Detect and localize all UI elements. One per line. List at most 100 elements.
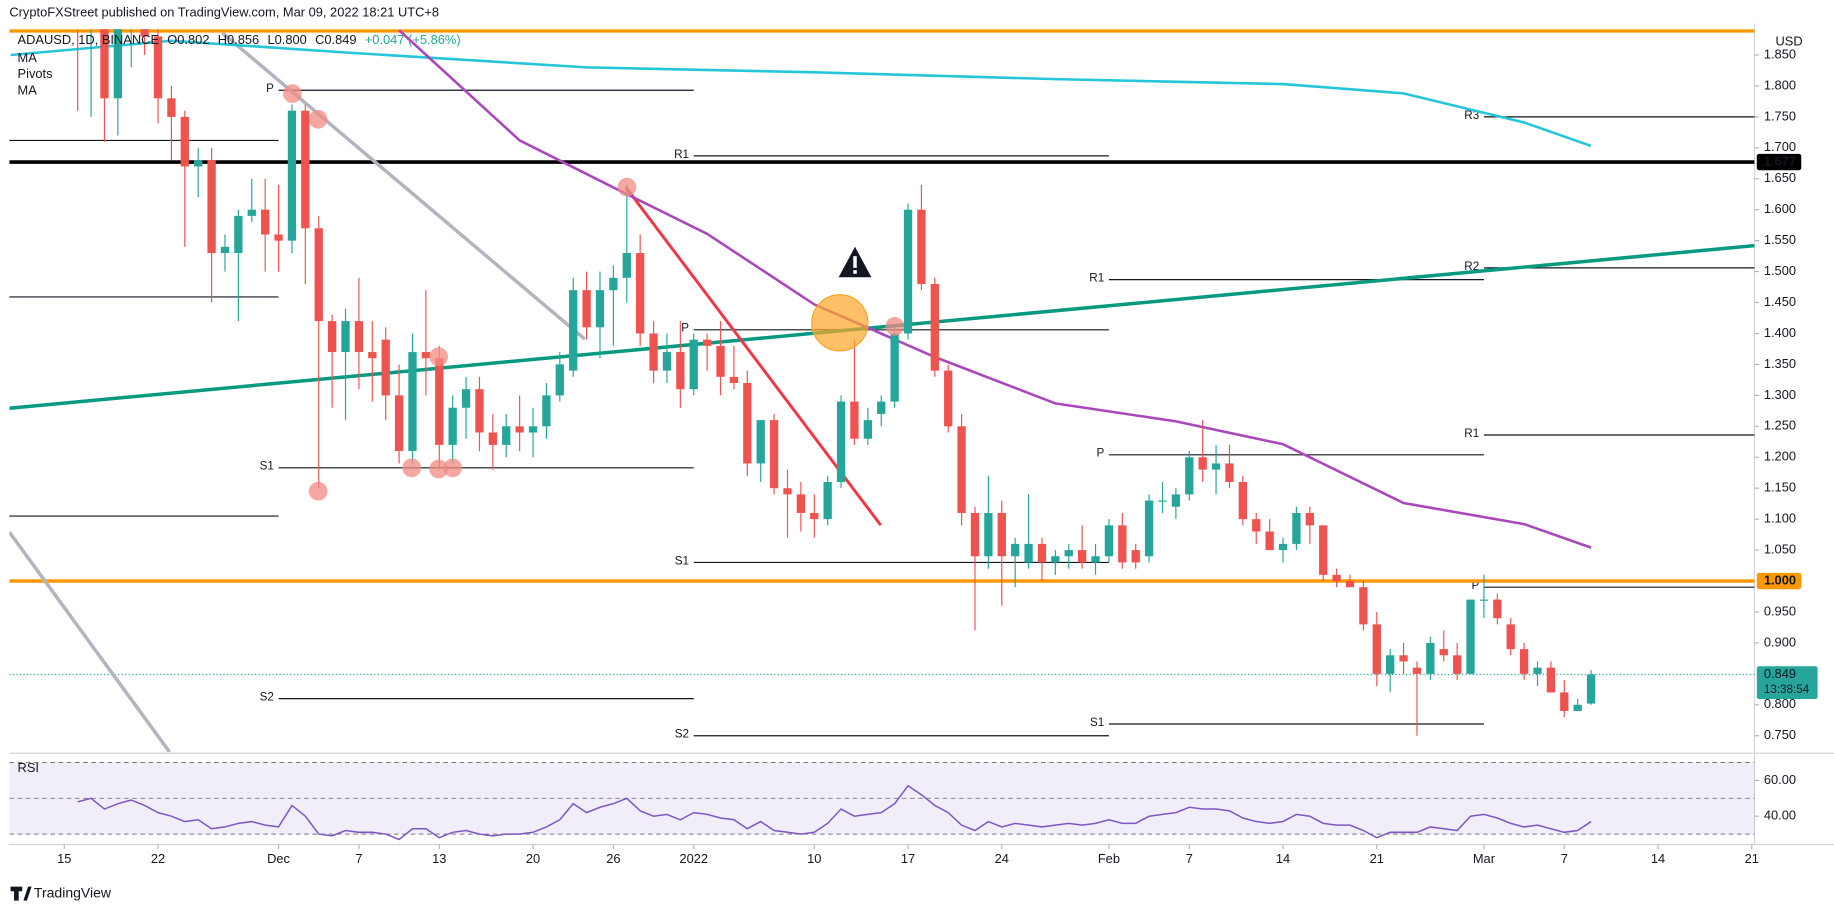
rsi-tick-label: 60.00 bbox=[1764, 772, 1796, 787]
candle-body bbox=[542, 395, 551, 427]
candle-body bbox=[636, 253, 645, 334]
pivot-label: S1 bbox=[1090, 716, 1104, 729]
candle-body bbox=[689, 339, 698, 390]
y-tick-label: 1.500 bbox=[1764, 263, 1796, 278]
candle-body bbox=[756, 420, 765, 464]
candle-body bbox=[448, 407, 457, 445]
candle-body bbox=[100, 29, 109, 99]
candle-body bbox=[368, 352, 377, 359]
candle-body bbox=[1225, 463, 1234, 483]
currency: USD bbox=[1776, 34, 1803, 49]
ohlc-close: C0.849 bbox=[315, 32, 356, 47]
candle-body bbox=[957, 426, 966, 513]
candle-body bbox=[743, 382, 752, 464]
candle-body bbox=[234, 215, 243, 254]
candle-body bbox=[716, 345, 725, 377]
candle-body bbox=[1158, 500, 1167, 502]
candle-body bbox=[502, 426, 511, 445]
candle-body bbox=[1252, 519, 1261, 532]
candle-body bbox=[1292, 512, 1301, 544]
y-tick-label: 0.950 bbox=[1764, 603, 1796, 618]
candle-body bbox=[769, 420, 779, 489]
pivot-label: P bbox=[266, 82, 274, 95]
y-tick-label: 1.450 bbox=[1764, 294, 1796, 309]
y-tick-label: 0.800 bbox=[1764, 696, 1796, 711]
candle-body bbox=[1238, 482, 1248, 520]
highlight-circle bbox=[811, 294, 869, 352]
candle-body bbox=[1319, 525, 1328, 575]
pivot-label: R2 bbox=[1464, 260, 1479, 273]
candle-body bbox=[823, 482, 832, 520]
x-tick-label: 14 bbox=[1276, 851, 1290, 866]
trend-line bbox=[221, 31, 586, 341]
y-tick-label: 1.050 bbox=[1764, 541, 1796, 556]
candle-body bbox=[850, 401, 859, 439]
y-tick-label: 1.400 bbox=[1764, 325, 1796, 340]
candle-body bbox=[662, 352, 672, 371]
candle-body bbox=[997, 512, 1006, 557]
legend-pivots: Pivots bbox=[18, 66, 53, 81]
last-price-label: 0.849 bbox=[1764, 666, 1796, 681]
candle-body bbox=[1198, 457, 1207, 470]
candle-body bbox=[314, 228, 323, 322]
candle-body bbox=[1493, 599, 1502, 619]
y-tick-label: 1.200 bbox=[1764, 449, 1796, 464]
footer: TradingView bbox=[34, 884, 112, 900]
rsi-line bbox=[77, 784, 1592, 841]
candle-body bbox=[1171, 494, 1181, 507]
x-tick-label: 24 bbox=[995, 851, 1009, 866]
candle-body bbox=[1051, 556, 1060, 563]
pivot-label: P bbox=[681, 322, 689, 335]
candle-body bbox=[167, 98, 176, 117]
countdown: 13:38:54 bbox=[1764, 683, 1810, 696]
candle-body bbox=[1011, 543, 1020, 557]
y-tick-label: 0.900 bbox=[1764, 634, 1796, 649]
y-tick-label: 1.150 bbox=[1764, 480, 1796, 495]
candle-body bbox=[1533, 667, 1542, 674]
publisher: CryptoFXStreet published on TradingView.… bbox=[9, 4, 439, 19]
candle-body bbox=[220, 246, 230, 254]
x-tick-label: 20 bbox=[526, 851, 540, 866]
candle-body bbox=[676, 352, 685, 390]
markers bbox=[283, 84, 905, 501]
y-tick-label: 1.650 bbox=[1764, 170, 1796, 185]
candle-body bbox=[488, 432, 497, 445]
candle-body bbox=[783, 488, 792, 495]
candle-body bbox=[1131, 550, 1140, 563]
candle-body bbox=[194, 160, 203, 167]
marker bbox=[283, 84, 302, 103]
candle-body bbox=[1104, 525, 1114, 557]
candle-body bbox=[1064, 550, 1073, 557]
legend: ADAUSD, 1D, BINANCE O0.802 H0.856 L0.800… bbox=[18, 32, 461, 775]
pivot-label: R3 bbox=[1464, 109, 1479, 122]
moving-average bbox=[398, 29, 1592, 549]
change: +0.047 (+5.86%) bbox=[365, 32, 461, 47]
candle-body bbox=[1278, 543, 1288, 551]
warning-icon bbox=[838, 246, 872, 278]
candle-body bbox=[649, 333, 658, 371]
candle-body bbox=[435, 358, 444, 445]
candle-body bbox=[1359, 587, 1368, 625]
last-price-box bbox=[1756, 666, 1818, 700]
y-tick-label: 1.600 bbox=[1764, 201, 1796, 216]
candle-body bbox=[247, 209, 256, 216]
y-tick-label: 1.250 bbox=[1764, 418, 1796, 433]
pivot-label: R1 bbox=[1464, 427, 1479, 440]
candle-body bbox=[1412, 667, 1422, 674]
candle-body bbox=[341, 321, 350, 353]
candle-body bbox=[569, 290, 578, 371]
logo: TradingView bbox=[10, 884, 112, 901]
candle-body bbox=[1144, 500, 1154, 557]
pivot-label: R1 bbox=[674, 148, 689, 161]
candle-body bbox=[1519, 649, 1529, 674]
price-label-box bbox=[1756, 153, 1802, 171]
moving-averages bbox=[10, 29, 1592, 549]
x-tick-label: 7 bbox=[1561, 851, 1568, 866]
x-tick-label: 10 bbox=[807, 851, 821, 866]
symbol-line: ADAUSD, 1D, BINANCE O0.802 H0.856 L0.800… bbox=[18, 32, 461, 47]
candle-body bbox=[421, 352, 431, 359]
candle-body bbox=[515, 426, 524, 433]
y-tick-label: 0.750 bbox=[1764, 727, 1796, 742]
candle-body bbox=[622, 253, 631, 278]
